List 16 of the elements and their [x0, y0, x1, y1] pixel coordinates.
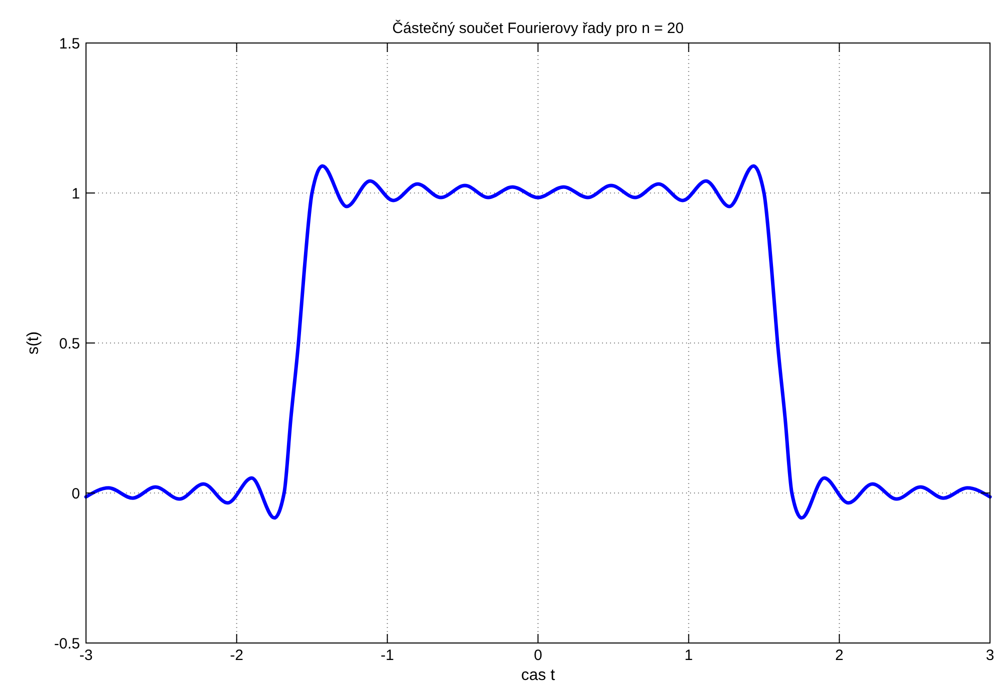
y-axis-title: s(t) — [25, 331, 42, 355]
chart-title: Částečný součet Fourierovy řady pro n = 20 — [392, 19, 684, 37]
x-axis-title: cas t — [521, 667, 556, 684]
line-series — [84, 164, 992, 520]
x-tick-label: 2 — [835, 647, 844, 664]
x-tick-label: 0 — [534, 647, 542, 664]
y-tick-label: 0.5 — [59, 335, 80, 352]
x-tick-label: -2 — [230, 647, 244, 664]
y-tick-label: 1.5 — [59, 35, 80, 52]
x-tick-label: -1 — [380, 647, 394, 664]
y-tick-label: 1 — [72, 185, 80, 202]
y-tick-label: 0 — [72, 485, 80, 502]
y-tick-label: -0.5 — [54, 635, 80, 652]
x-tick-label: -3 — [79, 647, 93, 664]
x-tick-label: 3 — [986, 647, 994, 664]
x-tick-label: 1 — [684, 647, 693, 664]
